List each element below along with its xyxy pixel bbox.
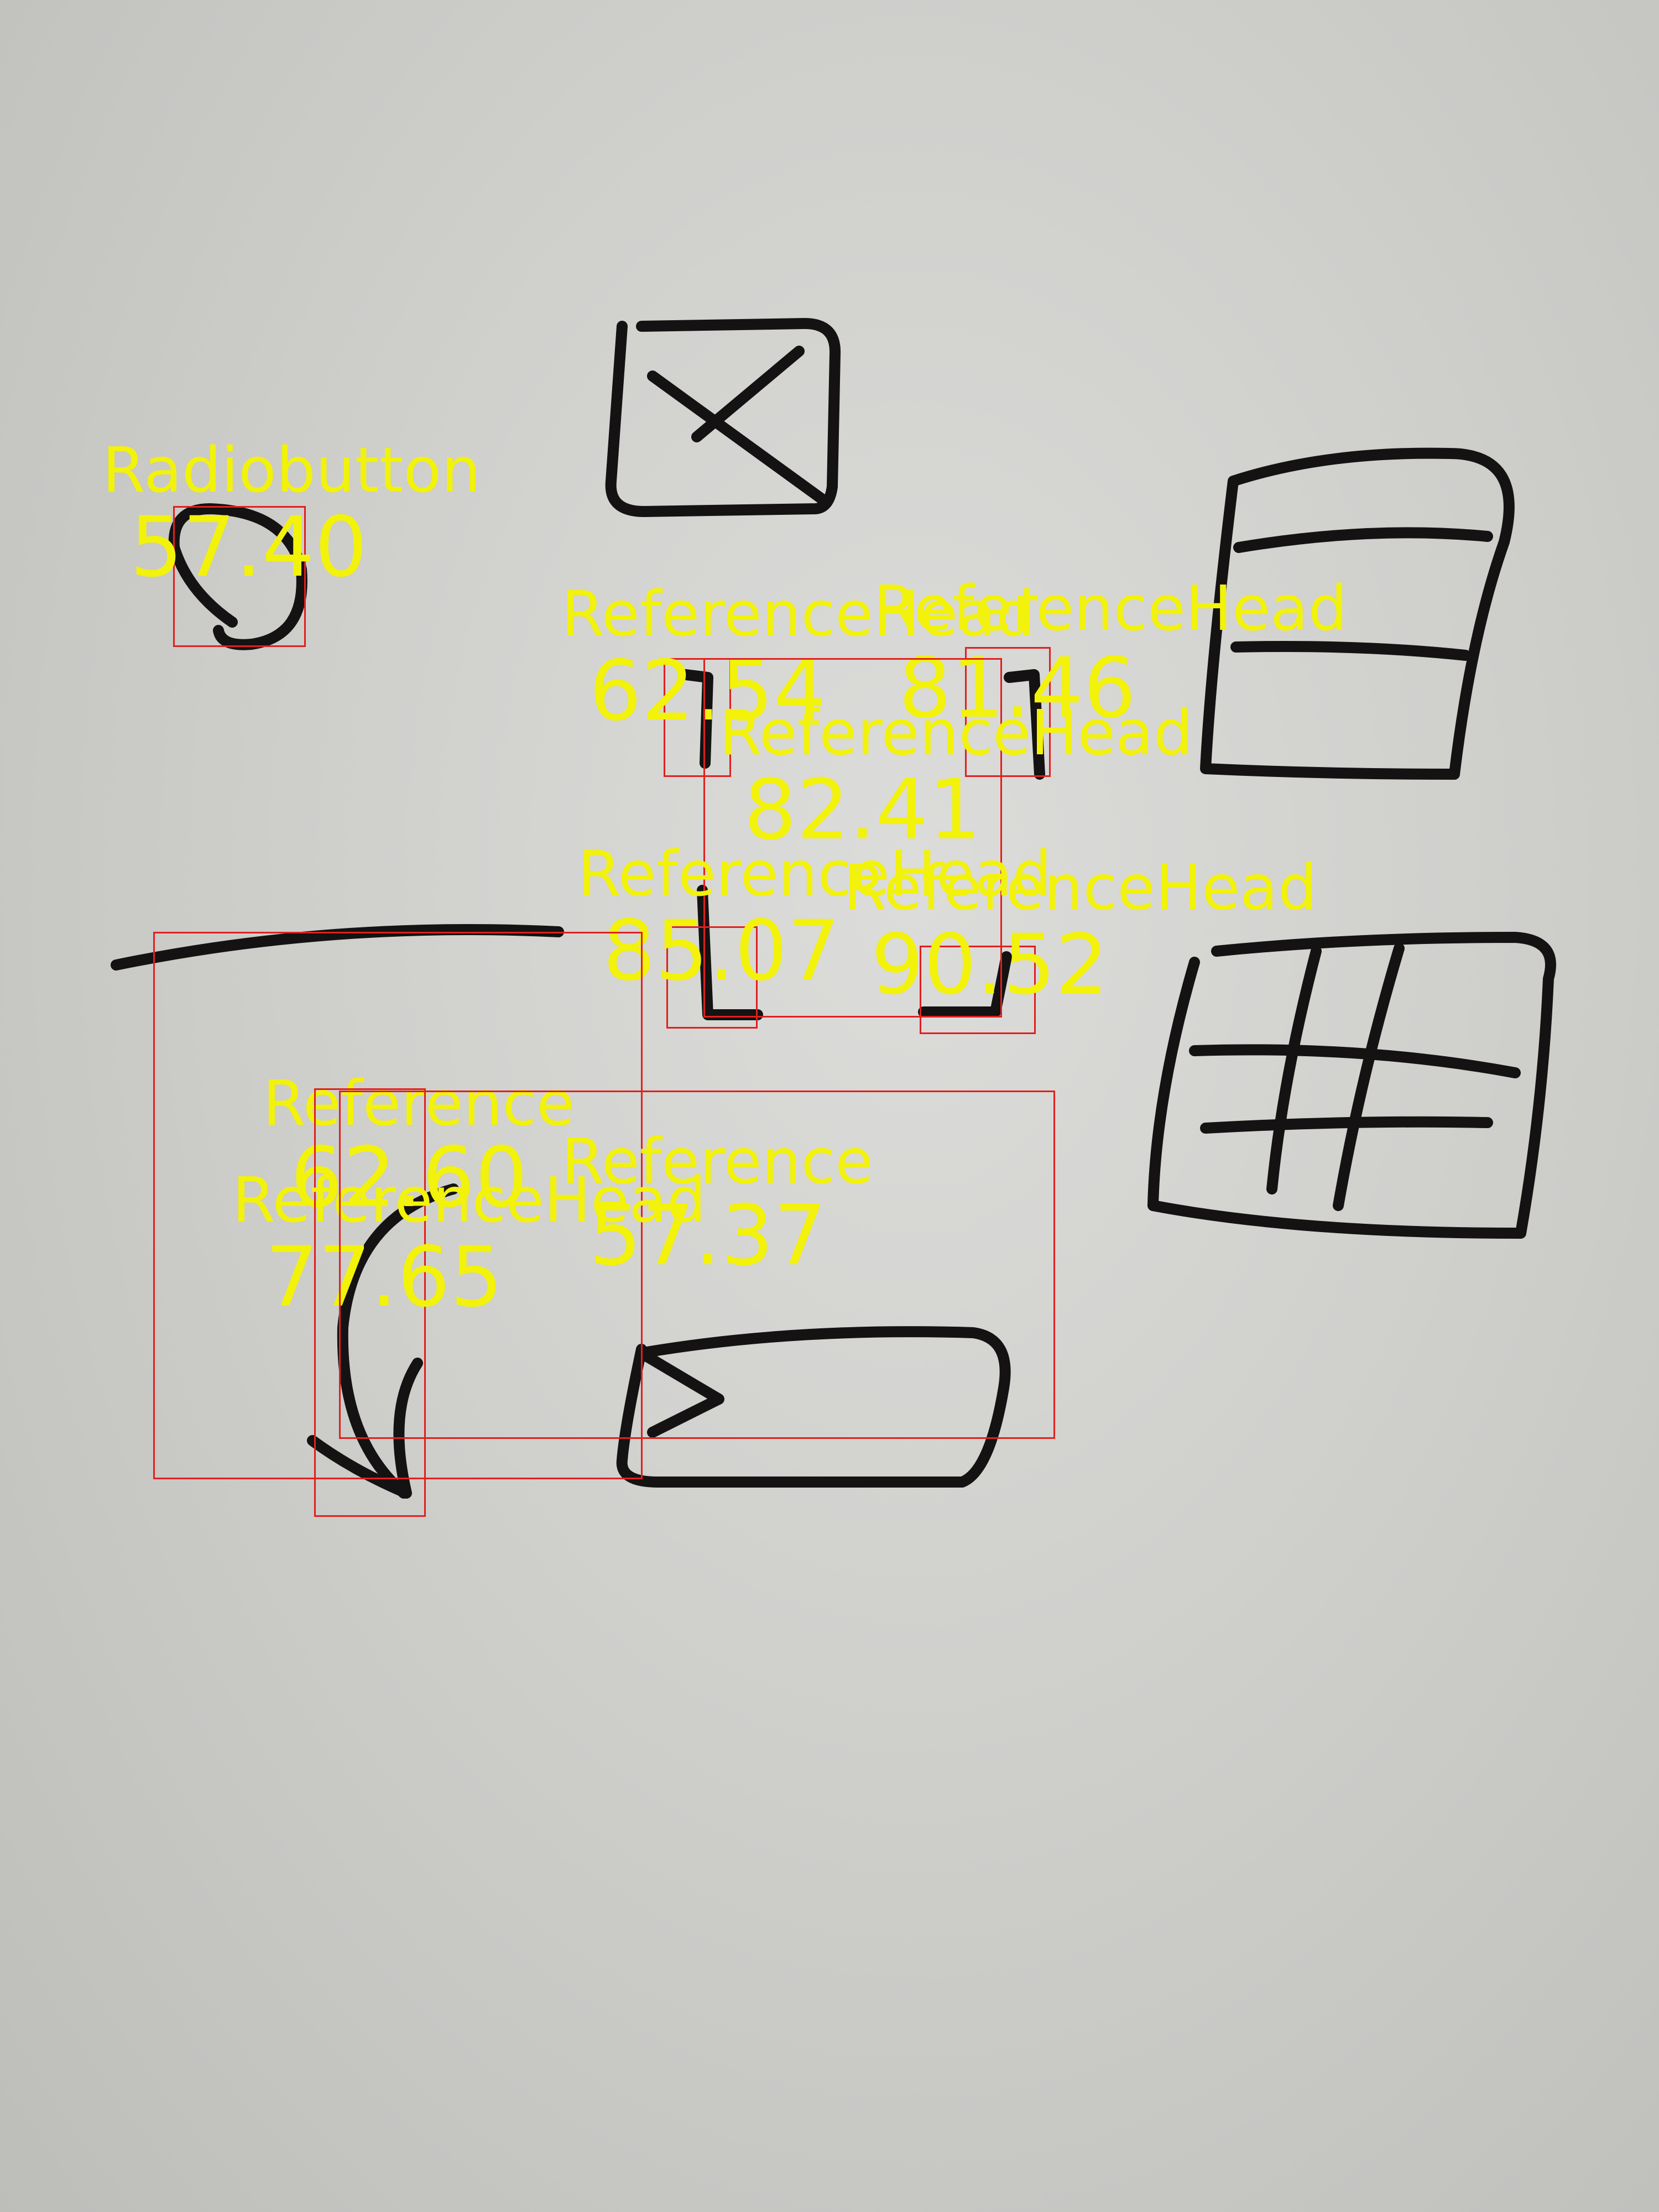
detection-score: 57.37 bbox=[589, 1188, 827, 1284]
detection-score: 62.60 bbox=[290, 1130, 528, 1226]
detection-label: ReferenceHead bbox=[843, 852, 1317, 924]
detection-label: ReferenceHead bbox=[719, 697, 1193, 769]
bounding-box bbox=[920, 946, 1036, 1034]
bounding-box bbox=[664, 658, 731, 777]
detection-label: ReferenceHead bbox=[561, 578, 1035, 650]
detection-label: Reference bbox=[561, 1126, 873, 1198]
grid-sketch bbox=[1147, 932, 1556, 1239]
detection-score: 57.40 bbox=[130, 499, 368, 596]
detection-score: 62.54 bbox=[589, 643, 827, 739]
bounding-box bbox=[153, 932, 643, 1479]
bounding-box bbox=[173, 506, 306, 647]
detection-score: 77.65 bbox=[265, 1229, 503, 1326]
detection-label: ReferenceHead bbox=[874, 573, 1348, 645]
radio-sketch bbox=[168, 503, 307, 650]
detection-score: 82.41 bbox=[744, 762, 982, 858]
bounding-box bbox=[339, 1091, 1055, 1439]
detection-score: 90.52 bbox=[871, 917, 1109, 1013]
arrow-sketch bbox=[111, 924, 564, 1499]
bounding-box bbox=[314, 1088, 426, 1517]
checkbox-sketch bbox=[605, 318, 841, 517]
detection-score: 81.46 bbox=[899, 640, 1136, 737]
bounding-box bbox=[666, 926, 758, 1029]
bounding-box bbox=[703, 658, 1002, 1018]
button-sketch bbox=[616, 1326, 1011, 1488]
detection-label: Radiobutton bbox=[102, 435, 481, 507]
list-sketch bbox=[1200, 447, 1515, 780]
detection-label: ReferenceHead bbox=[578, 838, 1052, 910]
detection-label: ReferenceHead bbox=[232, 1165, 706, 1237]
bounding-box bbox=[965, 647, 1051, 777]
